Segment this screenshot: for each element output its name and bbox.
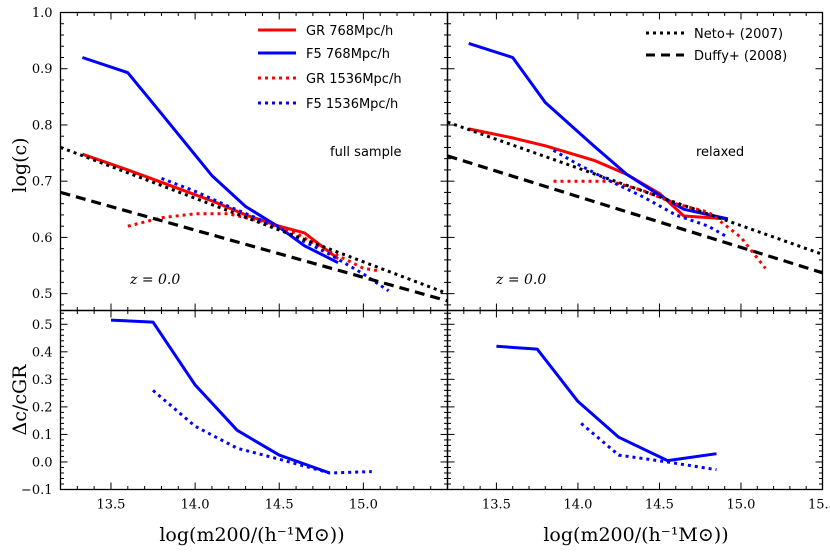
- x-tick-label: 14.5: [265, 498, 294, 513]
- x-tick-label: 15.0: [727, 498, 756, 513]
- panel-frame-bottom-right: [446, 309, 824, 491]
- x-tick-label: 14.0: [563, 498, 592, 513]
- x-axis-label-right: log(m200/(h⁻¹M⊙)): [543, 524, 728, 546]
- series-bottom-right-f5-768mpc-h: [496, 344, 717, 463]
- x-tick-label: 13.5: [482, 498, 511, 513]
- series-top-right-gr-768mpc-h: [468, 127, 728, 221]
- annotation-full-sample: full sample: [330, 145, 401, 160]
- y-tick-label: 0.7: [32, 175, 53, 190]
- series-top-right-gr-1536mpc-h: [553, 179, 767, 270]
- y-tick-label: 0.6: [32, 231, 53, 246]
- y-tick-label: 0.5: [32, 287, 53, 302]
- legend-label-f5-768: F5 768Mpc/h: [306, 47, 390, 62]
- legend-label-gr-1536: GR 1536Mpc/h: [306, 72, 402, 87]
- x-tick-label: 15.0: [349, 498, 378, 513]
- series-top-left-duffy-2008: [60, 190, 448, 303]
- y-tick-label: 0.8: [32, 118, 53, 133]
- series-top-right-neto-2007: [447, 120, 823, 256]
- x-tick-label: 14.5: [645, 498, 674, 513]
- series-top-left-gr-768mpc-h: [81, 152, 340, 260]
- series-bottom-left-f5-1536mpc-h: [152, 389, 372, 475]
- series-layer: [60, 41, 823, 475]
- redshift-label-left: z = 0.0: [129, 272, 180, 288]
- x-axis-label-left: log(m200/(h⁻¹M⊙)): [159, 524, 344, 546]
- series-top-right-f5-1536mpc-h: [552, 148, 729, 239]
- series-top-left-f5-768mpc-h: [81, 56, 339, 265]
- series-top-right-duffy-2008: [447, 154, 823, 275]
- series-top-left-neto-2007: [60, 145, 448, 296]
- series-bottom-right-f5-1536mpc-h: [580, 422, 717, 472]
- x-tick-label: 13.5: [97, 498, 126, 513]
- x-tick-label: 15.5: [808, 498, 830, 513]
- legend-right: Neto+ (2007) Duffy+ (2008): [646, 27, 787, 64]
- legend-label-neto: Neto+ (2007): [694, 27, 783, 42]
- annotation-relaxed: relaxed: [696, 145, 744, 160]
- legend-label-f5-1536: F5 1536Mpc/h: [306, 97, 398, 112]
- y-tick-label: 0.3: [32, 373, 53, 388]
- y-axis-label-bottom: Δc/cGR: [9, 364, 31, 436]
- y-axis-label-top: log(c): [9, 137, 31, 192]
- y-tick-label: 0.9: [32, 62, 53, 77]
- y-tick-label: 1.0: [32, 6, 53, 21]
- series-top-right-f5-768mpc-h: [468, 41, 729, 221]
- redshift-label-right: z = 0.0: [495, 272, 546, 288]
- legend-left: GR 768Mpc/h F5 768Mpc/h GR 1536Mpc/h F5 …: [258, 24, 402, 112]
- panel-frame-bottom-left: [59, 309, 449, 491]
- ticks-layer: 1.0 0.9 0.8 0.7 0.6 0.5 13.5 14.0 14.5 15.0 0.5 0.4…: [21, 6, 830, 513]
- legend-label-gr-768: GR 768Mpc/h: [306, 24, 393, 39]
- y-tick-label: 0.4: [32, 345, 53, 360]
- y-tick-label: −0.1: [21, 483, 53, 498]
- series-bottom-left-f5-768mpc-h: [110, 318, 331, 475]
- y-tick-label: 0.5: [32, 318, 53, 333]
- series-top-left-gr-1536mpc-h: [127, 212, 381, 273]
- y-tick-label: 0.1: [32, 428, 53, 443]
- y-tick-label: 0.2: [32, 400, 53, 415]
- legend-label-duffy: Duffy+ (2008): [694, 49, 787, 64]
- y-tick-label: 0.0: [32, 455, 53, 470]
- x-tick-label: 14.0: [181, 498, 210, 513]
